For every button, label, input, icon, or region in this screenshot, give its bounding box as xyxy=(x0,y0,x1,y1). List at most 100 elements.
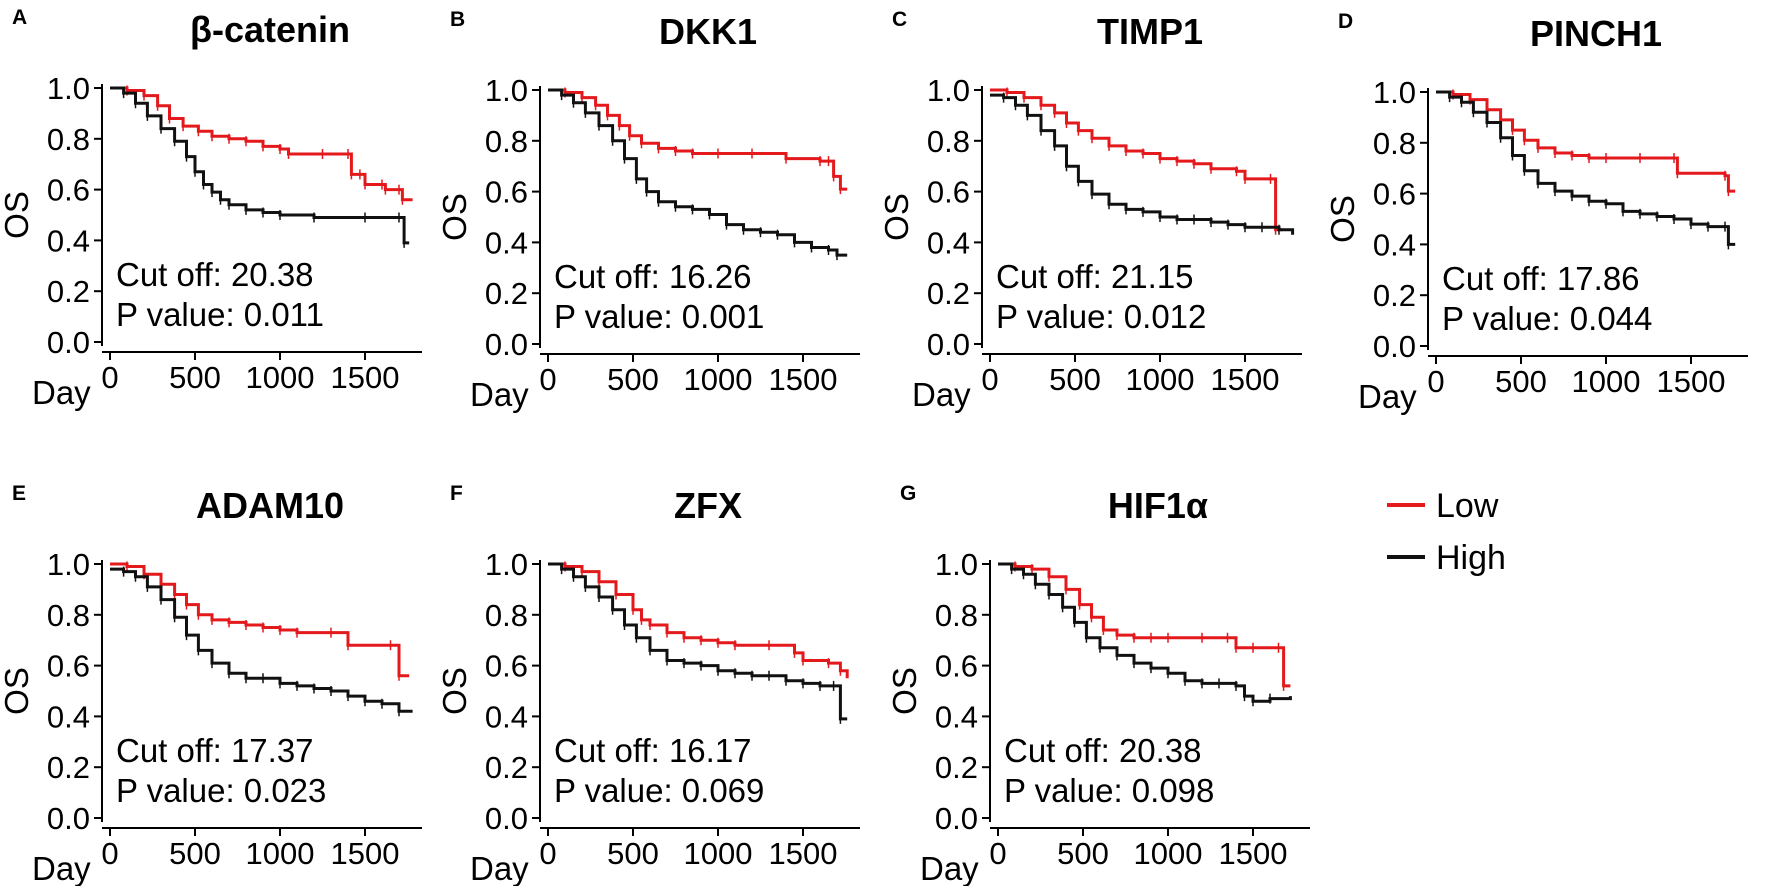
series-high-line xyxy=(990,93,1295,235)
x-tick-label: 1000 xyxy=(246,836,315,871)
x-tick-label: 1000 xyxy=(1572,364,1641,399)
y-tick-label: 1.0 xyxy=(47,71,90,106)
y-tick-label: 0.2 xyxy=(47,274,90,309)
y-tick-label: 0.4 xyxy=(1373,227,1416,262)
chart-title: DKK1 xyxy=(659,11,757,52)
series-low-censor-marks xyxy=(1006,87,1277,235)
x-tick-label: 500 xyxy=(169,360,221,395)
x-axis-label: Day xyxy=(32,374,91,411)
panel-letter: E xyxy=(12,482,26,505)
y-tick-label: 0.6 xyxy=(1373,177,1416,212)
y-tick-label: 0.0 xyxy=(935,801,978,836)
y-tick-label: 0.6 xyxy=(47,649,90,684)
x-tick-label: 1000 xyxy=(1126,362,1195,397)
y-tick-label: 0.6 xyxy=(47,173,90,208)
legend-low-label: Low xyxy=(1436,487,1499,525)
series-high-line xyxy=(548,88,848,257)
cutoff-annotation: Cut off: 20.38 xyxy=(116,256,314,293)
y-tick-label: 0.6 xyxy=(485,175,528,210)
y-tick-label: 0.0 xyxy=(47,801,90,836)
x-tick-label: 1500 xyxy=(769,836,838,871)
x-tick-label: 1500 xyxy=(1211,362,1280,397)
p-value-annotation: P value: 0.098 xyxy=(1004,772,1214,809)
series-low-censor-marks xyxy=(564,561,842,676)
chart-title: PINCH1 xyxy=(1530,13,1662,54)
y-axis-label: OS xyxy=(0,667,35,715)
x-tick-label: 1500 xyxy=(1657,364,1726,399)
y-axis-label: OS xyxy=(878,193,915,241)
x-tick-label: 1500 xyxy=(331,836,400,871)
cutoff-annotation: Cut off: 17.86 xyxy=(1442,260,1640,297)
p-value-annotation: P value: 0.012 xyxy=(996,298,1206,335)
y-tick-label: 0.0 xyxy=(485,801,528,836)
series-high-line xyxy=(998,562,1292,703)
y-axis-label: OS xyxy=(436,193,473,241)
y-tick-label: 0.8 xyxy=(47,598,90,633)
y-tick-label: 1.0 xyxy=(935,547,978,582)
y-tick-label: 0.4 xyxy=(927,225,970,260)
panel-letter: B xyxy=(450,8,465,31)
x-tick-label: 500 xyxy=(1049,362,1101,397)
x-axis-label: Day xyxy=(470,850,529,886)
cutoff-annotation: Cut off: 17.37 xyxy=(116,732,314,769)
series-low-line xyxy=(110,86,413,202)
series-low-censor-marks xyxy=(126,85,404,205)
y-tick-label: 1.0 xyxy=(47,547,90,582)
y-tick-label: 0.6 xyxy=(935,649,978,684)
y-tick-label: 1.0 xyxy=(1373,75,1416,110)
series-high-censor-marks xyxy=(122,566,400,717)
x-axis-label: Day xyxy=(32,850,91,886)
x-tick-label: 500 xyxy=(1495,364,1547,399)
y-tick-label: 0.2 xyxy=(927,276,970,311)
y-tick-label: 0.6 xyxy=(927,175,970,210)
y-tick-label: 1.0 xyxy=(485,547,528,582)
chart-title: ZFX xyxy=(674,485,742,526)
panel-letter: D xyxy=(1338,10,1353,33)
series-low-line xyxy=(1436,90,1736,193)
x-tick-label: 500 xyxy=(607,362,659,397)
x-tick-label: 0 xyxy=(101,360,118,395)
x-tick-label: 1500 xyxy=(331,360,400,395)
series-high-line xyxy=(548,562,848,721)
panel-letter: F xyxy=(450,482,463,505)
series-low-censor-marks xyxy=(1014,561,1285,691)
series-high-censor-marks xyxy=(560,564,842,724)
y-tick-label: 0.2 xyxy=(47,750,90,785)
series-low-censor-marks xyxy=(126,561,400,681)
series-low-censor-marks xyxy=(564,87,842,195)
x-axis-label: Day xyxy=(912,376,971,413)
y-tick-label: 0.2 xyxy=(1373,278,1416,313)
y-tick-label: 0.2 xyxy=(485,750,528,785)
panel-d: D PINCH1 0.0 0.2 0.4 0.6 0.8 1.0 OS 0 500 1000 1500 D… xyxy=(1324,10,1748,415)
y-tick-label: 0.0 xyxy=(485,327,528,362)
y-axis-label: OS xyxy=(0,191,35,239)
series-low-censor-marks xyxy=(1452,89,1730,197)
series-low-line xyxy=(548,88,848,191)
p-value-annotation: P value: 0.001 xyxy=(554,298,764,335)
y-tick-label: 0.4 xyxy=(485,225,528,260)
series-high-censor-marks xyxy=(1010,564,1271,707)
x-tick-label: 500 xyxy=(1057,836,1109,871)
panel-e: E ADAM10 0.0 0.2 0.4 0.6 0.8 1.0 OS 0 500 1000 1500 D… xyxy=(0,482,422,886)
y-tick-label: 0.4 xyxy=(485,699,528,734)
series-high-line xyxy=(110,567,413,713)
series-low-line xyxy=(110,562,410,678)
legend: Low High xyxy=(1387,487,1506,577)
x-tick-label: 0 xyxy=(539,362,556,397)
panel-letter: A xyxy=(12,6,27,29)
y-tick-label: 0.4 xyxy=(935,699,978,734)
series-low-line xyxy=(998,562,1291,688)
x-tick-label: 1000 xyxy=(684,836,753,871)
panel-c: C TIMP1 0.0 0.2 0.4 0.6 0.8 1.0 OS 0 500 1000 1500 Da… xyxy=(878,8,1302,413)
y-tick-label: 0.2 xyxy=(485,276,528,311)
panel-f: F ZFX 0.0 0.2 0.4 0.6 0.8 1.0 OS 0 500 1000 1500 Day C… xyxy=(436,482,860,886)
x-tick-label: 0 xyxy=(981,362,998,397)
series-high-censor-marks xyxy=(1002,92,1280,235)
y-tick-label: 0.8 xyxy=(927,124,970,159)
p-value-annotation: P value: 0.044 xyxy=(1442,300,1652,337)
x-axis-label: Day xyxy=(1358,378,1417,415)
p-value-annotation: P value: 0.023 xyxy=(116,772,326,809)
